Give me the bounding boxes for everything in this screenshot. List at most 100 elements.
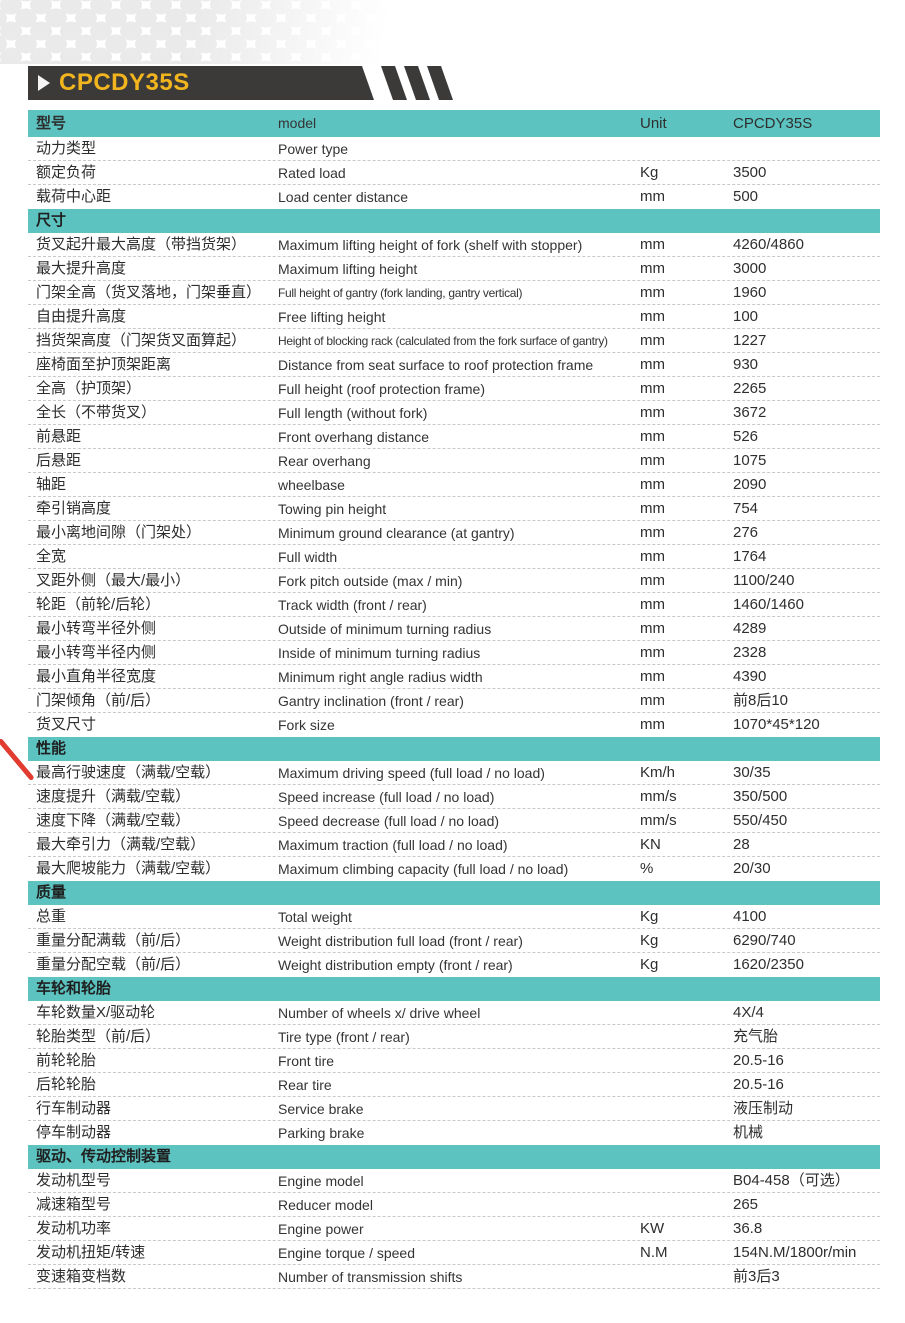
- spec-unit: mm: [640, 547, 665, 565]
- spec-name-en: Height of blocking rack (calculated from…: [278, 333, 608, 348]
- table-row: 减速箱型号 Reducer model 265: [28, 1193, 880, 1217]
- spec-name-cn: 挡货架高度（门架货叉面算起）: [36, 331, 247, 349]
- table-row: 载荷中心距 Load center distance mm 500: [28, 185, 880, 209]
- table-section: 质量 总重 Total weight Kg 4100 重量分配满载（前/后） W…: [28, 881, 880, 977]
- spec-unit: mm/s: [640, 787, 677, 805]
- section-rows: 发动机型号 Engine model B04-458（可选） 减速箱型号 Red…: [28, 1169, 880, 1289]
- spec-unit: mm: [640, 283, 665, 301]
- spec-value: 154N.M/1800r/min: [733, 1243, 857, 1261]
- section-title: 尺寸: [36, 212, 67, 229]
- spec-value: 754: [733, 499, 759, 517]
- spec-name-cn: 发动机功率: [36, 1219, 112, 1237]
- table-row: 最小直角半径宽度 Minimum right angle radius widt…: [28, 665, 880, 689]
- spec-name-en: Maximum lifting height of fork (shelf wi…: [278, 236, 583, 253]
- spec-name-cn: 最小直角半径宽度: [36, 667, 157, 685]
- spec-name-cn: 重量分配空载（前/后）: [36, 956, 191, 973]
- spec-value: 2265: [733, 379, 767, 397]
- spec-unit: mm: [640, 403, 665, 421]
- spec-name-en: Front tire: [278, 1052, 335, 1069]
- spec-unit: mm: [640, 619, 665, 637]
- spec-value: 3500: [733, 163, 767, 181]
- spec-name-cn: 变速箱变档数: [36, 1267, 127, 1285]
- spec-value: 28: [733, 835, 750, 853]
- spec-name-cn: 牵引销高度: [36, 499, 112, 517]
- spec-value: 276: [733, 523, 759, 541]
- spec-value: 1460/1460: [733, 595, 804, 613]
- table-row: 座椅面至护顶架距离 Distance from seat surface to …: [28, 353, 880, 377]
- spec-name-en: Inside of minimum turning radius: [278, 644, 481, 661]
- spec-value: 4289: [733, 619, 767, 637]
- spec-name-en: Distance from seat surface to roof prote…: [278, 356, 594, 373]
- spec-name-en: Speed decrease (full load / no load): [278, 812, 500, 829]
- spec-name-cn: 全宽: [36, 547, 67, 565]
- spec-name-cn: 减速箱型号: [36, 1195, 112, 1213]
- table-row: 最小转弯半径内侧 Inside of minimum turning radiu…: [28, 641, 880, 665]
- spec-unit: mm/s: [640, 811, 677, 829]
- spec-value: 1100/240: [733, 571, 795, 589]
- spec-value: 20.5-16: [733, 1051, 784, 1069]
- table-row: 门架全高（货叉落地，门架垂直） Full height of gantry (f…: [28, 281, 880, 305]
- spec-name-en: Number of wheels x/ drive wheel: [278, 1004, 481, 1021]
- table-row: 发动机功率 Engine power KW 36.8: [28, 1217, 880, 1241]
- play-triangle-icon: [38, 75, 50, 91]
- table-section: 动力类型 Power type 额定负荷 Rated load Kg 3500 …: [28, 137, 880, 209]
- table-row: 发动机型号 Engine model B04-458（可选）: [28, 1169, 880, 1193]
- table-row: 门架倾角（前/后） Gantry inclination (front / re…: [28, 689, 880, 713]
- table-section: 性能 最高行驶速度（满载/空载） Maximum driving speed (…: [28, 737, 880, 881]
- spec-unit: mm: [640, 355, 665, 373]
- spec-unit: mm: [640, 475, 665, 493]
- spec-name-en: Rear overhang: [278, 452, 371, 469]
- spec-name-cn: 轴距: [36, 475, 67, 493]
- table-row: 前悬距 Front overhang distance mm 526: [28, 425, 880, 449]
- spec-value: 3000: [733, 259, 767, 277]
- spec-name-en: Reducer model: [278, 1196, 373, 1213]
- spec-name-cn: 座椅面至护顶架距离: [36, 355, 172, 373]
- section-rows: 总重 Total weight Kg 4100 重量分配满载（前/后） Weig…: [28, 905, 880, 977]
- spec-name-en: Track width (front / rear): [278, 596, 427, 613]
- spec-name-en: Parking brake: [278, 1125, 365, 1141]
- table-header-row: 型号 model Unit CPCDY35S: [28, 110, 880, 137]
- spec-name-cn: 动力类型: [36, 139, 97, 157]
- spec-name-en: Towing pin height: [278, 500, 387, 517]
- table-row: 重量分配空载（前/后） Weight distribution empty (f…: [28, 953, 880, 977]
- spec-name-cn: 前悬距: [36, 427, 82, 445]
- page-title: CPCDY35S: [59, 69, 190, 96]
- spec-value: 1075: [733, 451, 767, 469]
- spec-value: 1070*45*120: [733, 716, 820, 733]
- diagonal-stripes-decoration: [381, 66, 453, 100]
- table-row: 总重 Total weight Kg 4100: [28, 905, 880, 929]
- spec-value: 3672: [733, 403, 767, 421]
- spec-name-cn: 最大提升高度: [36, 259, 127, 277]
- spec-value: 1227: [733, 331, 767, 349]
- table-row: 停车制动器 Parking brake 机械: [28, 1121, 880, 1145]
- table-row: 轮胎类型（前/后） Tire type (front / rear) 充气胎: [28, 1025, 880, 1049]
- spec-unit: mm: [640, 188, 665, 205]
- spec-name-en: Maximum climbing capacity (full load / n…: [278, 861, 569, 877]
- spec-name-cn: 最小离地间隙（门架处）: [36, 523, 202, 541]
- spec-value: 4100: [733, 907, 767, 925]
- section-title: 驱动、传动控制装置: [36, 1148, 172, 1165]
- spec-value: 前3后3: [733, 1267, 780, 1285]
- spec-name-en: Minimum right angle radius width: [278, 668, 483, 685]
- table-row: 货叉起升最大高度（带挡货架） Maximum lifting height of…: [28, 233, 880, 257]
- spec-value: 100: [733, 307, 759, 325]
- spec-unit: Kg: [640, 931, 659, 949]
- spec-name-en: Number of transmission shifts: [278, 1268, 463, 1285]
- spec-unit: KW: [640, 1219, 665, 1237]
- spec-name-cn: 货叉起升最大高度（带挡货架）: [36, 235, 247, 253]
- spec-value: 前8后10: [733, 691, 789, 709]
- spec-name-en: Maximum driving speed (full load / no lo…: [278, 764, 545, 781]
- table-row: 牵引销高度 Towing pin height mm 754: [28, 497, 880, 521]
- section-header: 车轮和轮胎: [28, 977, 880, 1001]
- spec-name-cn: 全高（护顶架）: [36, 379, 142, 397]
- table-row: 自由提升高度 Free lifting height mm 100: [28, 305, 880, 329]
- spec-name-en: Weight distribution full load (front / r…: [278, 932, 523, 949]
- spec-unit: mm: [640, 667, 665, 685]
- spec-name-cn: 前轮轮胎: [36, 1051, 97, 1069]
- spec-name-en: Tire type (front / rear): [278, 1028, 410, 1045]
- spec-unit: Km/h: [640, 763, 676, 781]
- spec-unit: Kg: [640, 956, 659, 973]
- spec-name-cn: 叉距外侧（最大/最小）: [36, 571, 191, 589]
- spec-unit: mm: [640, 307, 665, 325]
- header-model-cn: 型号: [36, 115, 67, 132]
